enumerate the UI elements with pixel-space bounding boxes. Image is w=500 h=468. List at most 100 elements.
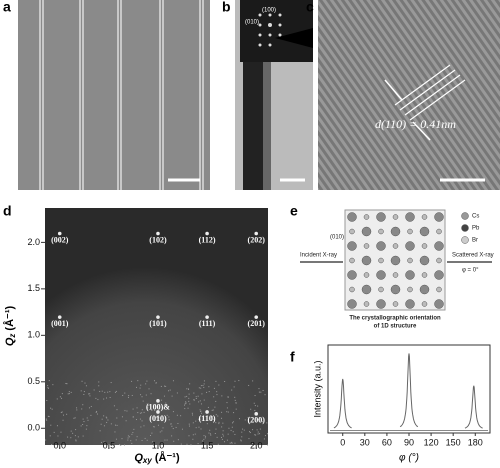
noise <box>98 385 99 386</box>
noise <box>259 433 260 434</box>
noise <box>128 397 129 398</box>
noise <box>221 418 222 419</box>
noise <box>204 383 205 384</box>
noise <box>78 436 79 437</box>
x-axis-label: Qxy (Å⁻¹) <box>134 451 180 465</box>
caption: of 1D structure <box>374 324 417 330</box>
noise <box>201 428 202 429</box>
noise <box>188 435 189 436</box>
y-tick-label: 2.0 <box>27 237 40 247</box>
noise <box>192 413 193 414</box>
noise <box>189 424 190 425</box>
noise <box>151 393 152 394</box>
noise <box>193 393 194 394</box>
noise <box>218 385 219 386</box>
noise <box>214 407 215 408</box>
noise <box>233 412 234 413</box>
noise <box>188 401 189 402</box>
noise <box>177 423 178 424</box>
noise <box>82 381 83 382</box>
atom <box>377 213 386 222</box>
noise <box>76 440 77 441</box>
noise <box>204 380 205 381</box>
noise <box>116 439 117 440</box>
noise <box>63 420 64 421</box>
noise <box>164 386 165 387</box>
atom <box>348 242 357 251</box>
noise <box>236 409 237 410</box>
noise <box>226 402 227 403</box>
noise <box>224 441 225 442</box>
noise <box>228 397 229 398</box>
noise <box>126 420 127 421</box>
noise <box>156 382 157 383</box>
noise <box>128 435 129 436</box>
noise <box>124 410 125 411</box>
noise <box>164 396 165 397</box>
noise <box>212 410 213 411</box>
noise <box>255 435 256 436</box>
noise <box>200 388 201 389</box>
inset-label: (100) <box>262 8 276 14</box>
y-tick-label: 1.5 <box>27 283 40 293</box>
noise <box>215 401 216 402</box>
x-tick-label: 0 <box>340 437 345 447</box>
noise <box>95 398 96 399</box>
noise <box>168 390 169 391</box>
noise <box>245 419 246 420</box>
noise <box>75 435 76 436</box>
noise <box>221 437 222 438</box>
noise <box>184 405 185 406</box>
noise <box>192 414 193 415</box>
noise <box>178 439 179 440</box>
panel-letter: b <box>222 0 231 15</box>
noise <box>46 420 47 421</box>
noise <box>114 431 115 432</box>
noise <box>161 386 162 387</box>
noise <box>170 424 171 425</box>
atom <box>437 258 442 263</box>
noise <box>48 388 49 389</box>
noise <box>233 431 234 432</box>
noise <box>198 401 199 402</box>
noise <box>46 400 47 401</box>
legend-swatch <box>462 213 469 220</box>
noise <box>182 429 183 430</box>
noise <box>228 412 229 413</box>
phi-label: φ = 0° <box>462 268 479 274</box>
noise <box>66 383 67 384</box>
noise <box>258 431 259 432</box>
noise <box>130 440 131 441</box>
atom <box>393 273 398 278</box>
noise <box>259 392 260 393</box>
noise <box>263 390 264 391</box>
noise <box>131 443 132 444</box>
noise <box>132 432 133 433</box>
noise <box>190 444 191 445</box>
noise <box>137 412 138 413</box>
atom <box>437 229 442 234</box>
noise <box>222 434 223 435</box>
noise <box>89 407 90 408</box>
atom <box>422 244 427 249</box>
noise <box>106 398 107 399</box>
noise <box>96 412 97 413</box>
noise <box>140 419 141 420</box>
noise <box>257 429 258 430</box>
noise <box>235 381 236 382</box>
noise <box>213 396 214 397</box>
peak-label: (111) <box>199 319 216 328</box>
noise <box>153 426 154 427</box>
noise <box>122 416 123 417</box>
noise <box>140 413 141 414</box>
noise <box>234 434 235 435</box>
noise <box>257 406 258 407</box>
noise <box>142 396 143 397</box>
noise <box>252 380 253 381</box>
noise <box>189 383 190 384</box>
panel-f: f Intensity (a.u.) φ (°) 0 30 60 90 120 150 18… <box>290 345 490 464</box>
noise <box>204 435 205 436</box>
noise <box>146 381 147 382</box>
noise <box>165 386 166 387</box>
atom <box>348 213 357 222</box>
